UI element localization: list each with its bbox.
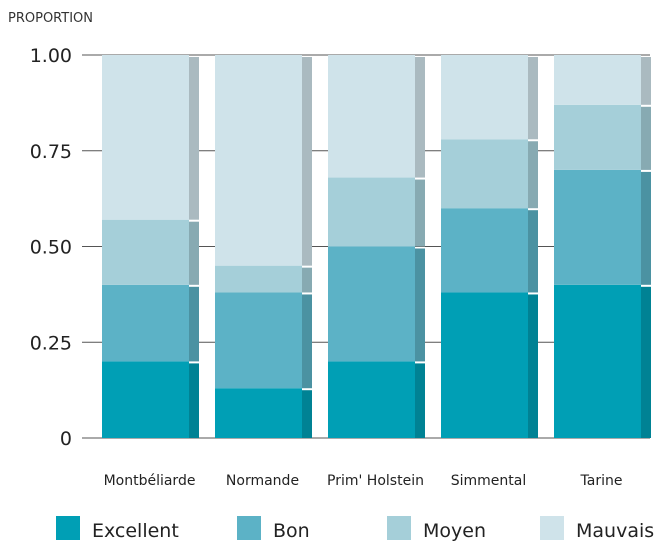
bar-segment: [328, 361, 425, 438]
legend-item: Bon: [237, 516, 310, 542]
y-tick-labels: 0 0.25 0.50 0.75 1.00: [30, 45, 72, 450]
legend-label: Moyen: [423, 520, 486, 542]
bar-segment: [554, 169, 651, 285]
bar-face: [102, 361, 189, 438]
bar-face: [102, 55, 189, 220]
bar-face: [554, 169, 641, 285]
y-tick-label: 0.25: [30, 332, 72, 354]
bar-segment: [215, 388, 312, 438]
bar-side: [415, 57, 425, 178]
bar-side: [641, 106, 651, 170]
bar-segment: [441, 139, 538, 209]
bar-side: [189, 57, 199, 220]
bar-side: [415, 363, 425, 438]
bar-segment: [441, 55, 538, 140]
bar-segment: [215, 55, 312, 266]
bar-face: [328, 55, 415, 178]
bar-side: [302, 390, 312, 438]
y-tick-label: 0: [60, 428, 72, 450]
legend-item: Excellent: [56, 516, 179, 542]
bar-side: [302, 57, 312, 266]
bar-face: [328, 246, 415, 362]
bar-side: [528, 57, 538, 140]
bar-face: [554, 284, 641, 438]
bar-face: [441, 292, 528, 438]
bar-face: [554, 104, 641, 170]
bar-segment: [215, 265, 312, 293]
bar-segment: [328, 246, 425, 362]
bar-side: [641, 57, 651, 105]
y-axis-title: PROPORTION: [8, 11, 93, 26]
legend-label: Excellent: [92, 520, 179, 542]
bars: [102, 55, 651, 438]
bar-side: [528, 141, 538, 209]
legend-item: Mauvais: [540, 516, 654, 542]
x-tick-label: Simmental: [451, 473, 527, 489]
legend-item: Moyen: [387, 516, 486, 542]
bar-segment: [102, 219, 199, 285]
bar-face: [215, 388, 302, 438]
x-tick-label: Tarine: [580, 473, 623, 489]
legend-swatch: [56, 516, 80, 540]
bar-side: [641, 171, 651, 285]
x-tick-label: Normande: [226, 473, 299, 489]
bar-segment: [102, 284, 199, 362]
bar-segment: [102, 55, 199, 220]
x-tick-label: Montbéliarde: [104, 473, 196, 489]
bar-segment: [554, 55, 651, 105]
legend: Excellent Bon Moyen Mauvais: [56, 516, 654, 542]
bar-segment: [328, 55, 425, 178]
bar-segment: [441, 208, 538, 293]
bar-face: [554, 55, 641, 105]
bar-side: [189, 363, 199, 438]
bar-face: [102, 284, 189, 362]
bar-side: [302, 294, 312, 389]
bar-side: [189, 221, 199, 285]
bar-face: [328, 361, 415, 438]
bar-segment: [554, 104, 651, 170]
bar-side: [528, 294, 538, 438]
bar-side: [528, 210, 538, 293]
y-tick-label: 0.50: [30, 237, 72, 259]
y-tick-label: 0.75: [30, 141, 72, 163]
bar-face: [441, 208, 528, 293]
bar-segment: [441, 292, 538, 438]
bar-segment: [554, 284, 651, 438]
legend-label: Mauvais: [576, 520, 654, 542]
bar-side: [415, 248, 425, 362]
legend-label: Bon: [273, 520, 310, 542]
bar-face: [441, 55, 528, 140]
bar-segment: [328, 177, 425, 247]
y-tick-label: 1.00: [30, 45, 72, 67]
bar-face: [215, 292, 302, 389]
bar-segment: [102, 361, 199, 438]
bar-segment: [215, 292, 312, 389]
bar-face: [215, 265, 302, 293]
bar-side: [302, 267, 312, 293]
bar-face: [215, 55, 302, 266]
bar-face: [441, 139, 528, 209]
legend-swatch: [387, 516, 411, 540]
x-tick-label: Prim' Holstein: [327, 473, 424, 489]
bar-side: [641, 286, 651, 438]
legend-swatch: [237, 516, 261, 540]
legend-swatch: [540, 516, 564, 540]
bar-side: [189, 286, 199, 362]
bar-side: [415, 179, 425, 247]
bar-face: [102, 219, 189, 285]
x-tick-labels: Montbéliarde Normande Prim' Holstein Simmen…: [104, 473, 623, 489]
bar-face: [328, 177, 415, 247]
